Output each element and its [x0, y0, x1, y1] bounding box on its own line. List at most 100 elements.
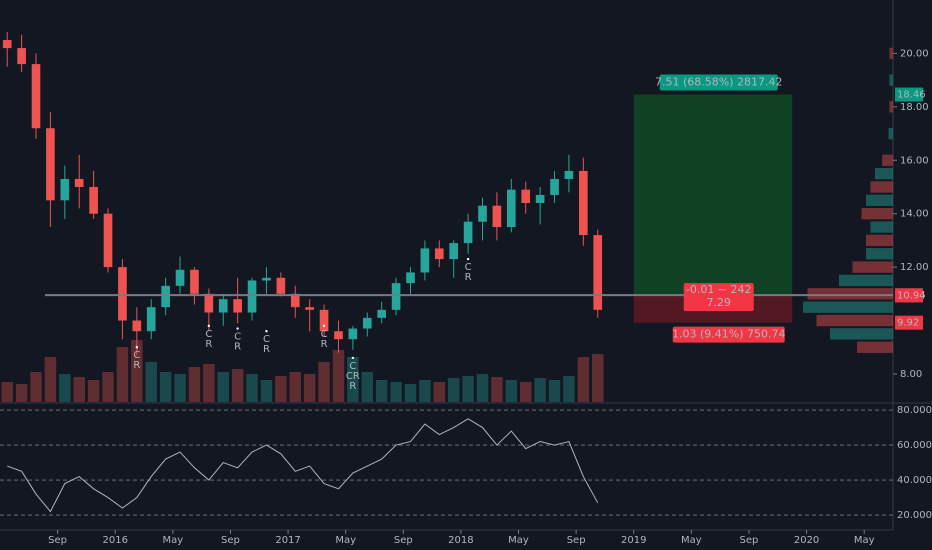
volume-bar — [447, 378, 460, 402]
x-tick-label: May — [508, 535, 529, 546]
volume-bar — [289, 372, 302, 402]
candle-body — [492, 205, 502, 228]
candle-body — [233, 299, 242, 313]
volume-bar — [174, 374, 186, 402]
candle-body — [564, 170, 574, 179]
annotation-text: R — [263, 344, 270, 355]
volume-bar — [476, 374, 489, 402]
volume-bar — [591, 354, 604, 402]
stop-label: 1.03 (9.41%) 750.74 — [672, 328, 786, 341]
candle-body — [175, 269, 185, 286]
annotation-dot — [236, 327, 239, 330]
volume-bar — [30, 372, 42, 402]
volume-bar — [462, 376, 474, 402]
profile-bar — [889, 101, 893, 113]
volume-bar — [246, 374, 258, 402]
candle-body — [593, 235, 603, 310]
annotation-text: CR — [346, 371, 360, 382]
candle-body — [161, 285, 170, 308]
profile-bar — [889, 74, 893, 86]
profile-bar — [870, 181, 893, 193]
volume-bar — [73, 377, 85, 402]
volume-bar — [260, 380, 273, 402]
annotation-text: C — [349, 361, 356, 372]
center-label: 7.29 — [706, 296, 731, 309]
volume-bar — [505, 380, 518, 402]
annotation-text: R — [465, 272, 472, 283]
rsi-tick-label: 60.0000 — [897, 440, 932, 451]
x-tick-label: 2018 — [448, 535, 473, 546]
candle-body — [550, 178, 559, 195]
volume-bar — [347, 357, 359, 402]
candle-body — [506, 189, 516, 228]
candle-body — [60, 178, 70, 201]
volume-bar — [188, 367, 201, 402]
target-zone — [633, 94, 793, 296]
profile-bar — [889, 47, 893, 60]
x-tick-label: 2017 — [275, 535, 300, 546]
volume-bar — [87, 380, 100, 402]
candle-body — [118, 267, 127, 321]
candle-body — [2, 40, 12, 49]
y-tick-label: 18.00 — [900, 102, 929, 113]
annotation-text: C — [234, 332, 241, 343]
volume-bar — [145, 362, 157, 402]
profile-bar — [852, 261, 893, 273]
profile-bar — [866, 234, 893, 247]
y-tick-label: 16.00 — [900, 155, 929, 166]
last-price-flag-bg — [895, 288, 923, 303]
target-flag: 18.46 — [897, 90, 926, 101]
annotation-dot — [207, 324, 211, 328]
volume-bar — [231, 369, 244, 402]
profile-bar — [870, 221, 893, 233]
x-tick-label: May — [681, 535, 702, 546]
candle-body — [391, 283, 401, 310]
y-tick-label: 8.00 — [900, 369, 922, 380]
y-tick-label: 12.00 — [900, 262, 929, 273]
volume-bar — [131, 340, 143, 402]
candle-body — [74, 178, 84, 187]
annotation-dot — [322, 324, 326, 328]
x-tick-label: Sep — [48, 535, 67, 546]
volume-bar — [44, 357, 57, 402]
volume-bar — [419, 380, 431, 402]
volume-bar — [303, 374, 316, 402]
candle-body — [406, 272, 415, 284]
volume-bar — [563, 376, 575, 402]
candle-body — [31, 64, 41, 129]
annotation-text: C — [133, 350, 140, 361]
candle-body — [463, 221, 473, 244]
volume-bar — [102, 372, 114, 402]
stop-flag-bg — [895, 315, 923, 330]
x-tick-label: 2020 — [794, 535, 819, 546]
x-tick-label: Sep — [740, 535, 759, 546]
volume-bar — [375, 380, 388, 402]
volume-bar — [1, 382, 13, 402]
x-tick-label: Sep — [221, 535, 240, 546]
candle-body — [478, 205, 487, 222]
annotation-text: R — [234, 342, 241, 353]
candle-body — [319, 309, 329, 332]
annotation-text: C — [321, 329, 328, 340]
candle-body — [46, 128, 55, 201]
target-label: 7.51 (68.58%) 2817.42 — [655, 76, 783, 89]
annotation-dot — [466, 257, 470, 261]
candle-body — [362, 317, 372, 329]
profile-bar — [888, 127, 893, 140]
candle-body — [204, 293, 214, 313]
candle-body — [420, 248, 430, 273]
stop-label-bg — [672, 326, 785, 343]
rsi-line — [7, 418, 599, 513]
annotation-dot — [351, 356, 355, 360]
annotation-dot — [265, 330, 268, 333]
volume-bar — [15, 384, 28, 402]
candle-body — [334, 331, 343, 340]
annotation-text: C — [205, 329, 212, 340]
center-label: -0.01 ~ 242 — [686, 283, 752, 296]
profile-bar — [839, 274, 893, 287]
center-label-bg — [683, 283, 754, 312]
candle-body — [190, 269, 199, 294]
volume-bar — [577, 357, 590, 402]
candle-body — [247, 280, 257, 313]
